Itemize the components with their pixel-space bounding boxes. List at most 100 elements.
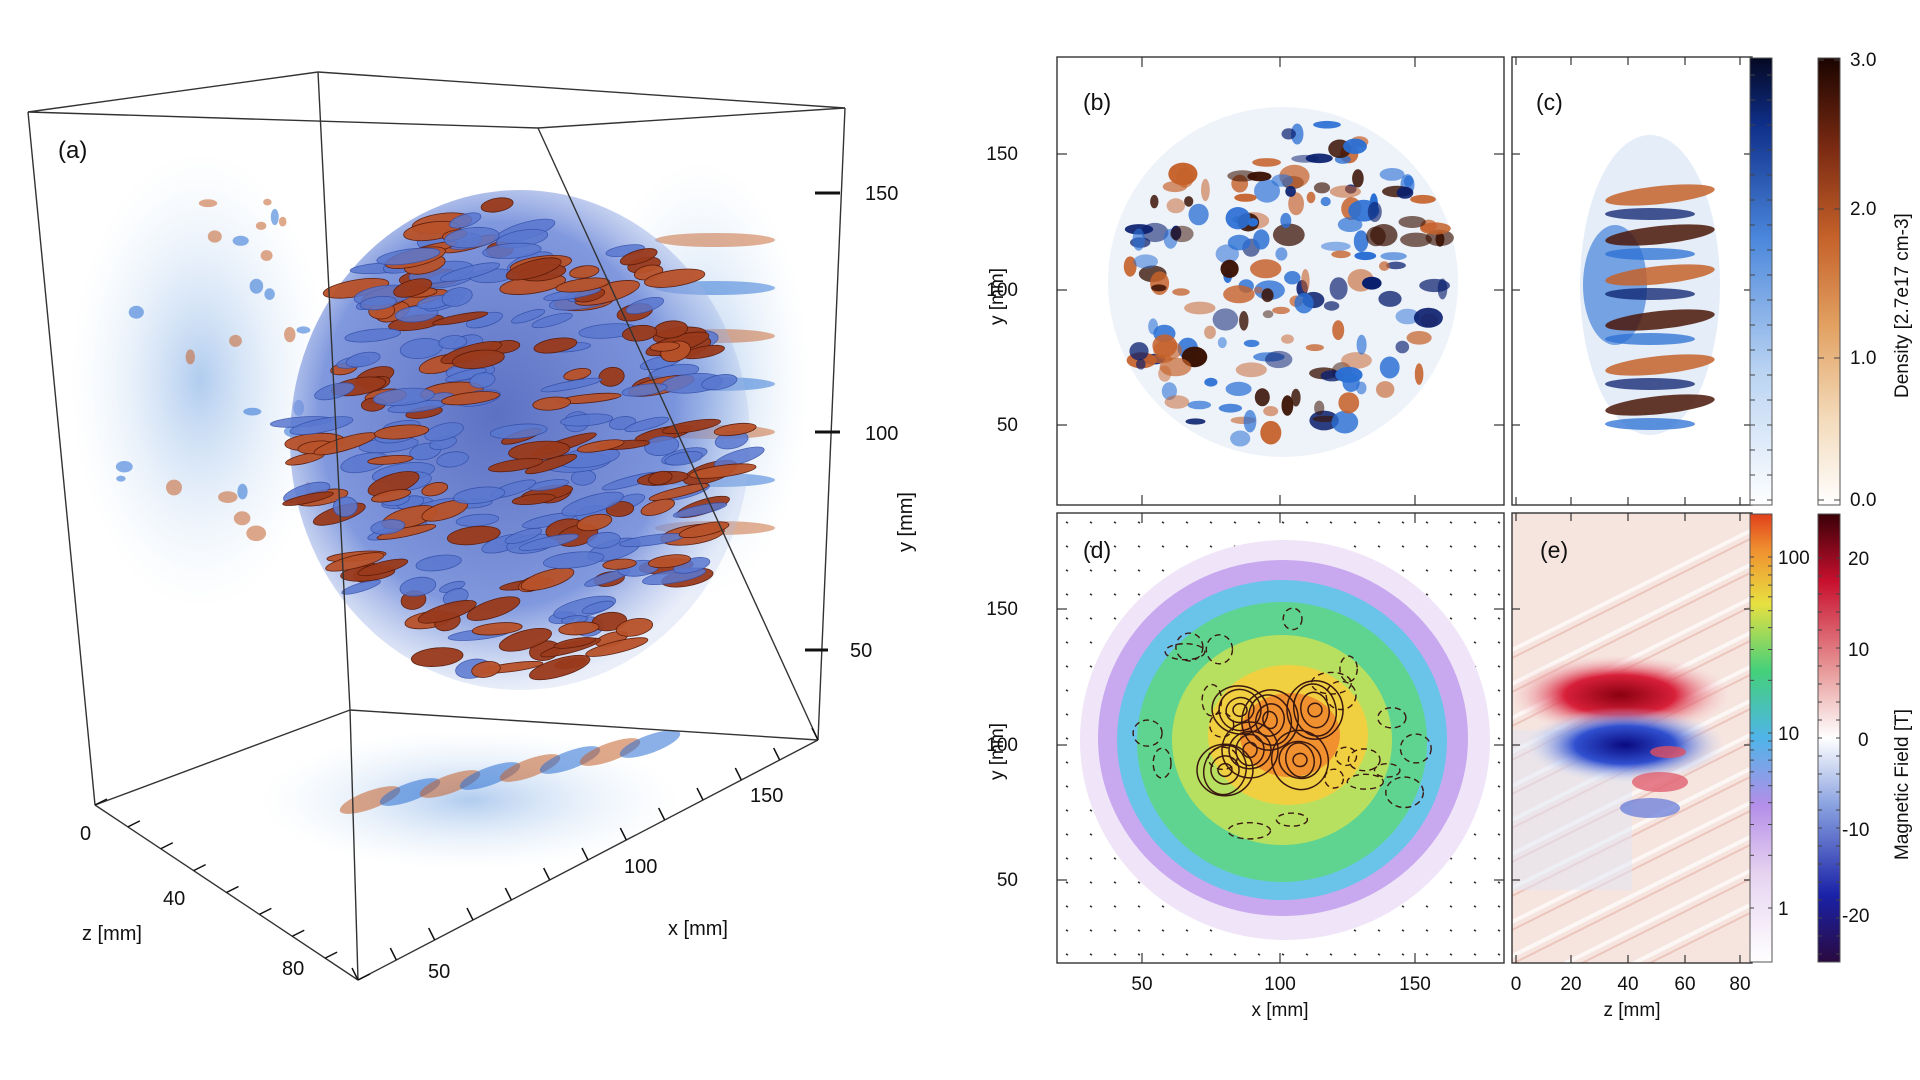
blob-blue [1294, 293, 1314, 314]
colorbar-field-tick-10: 10 [1848, 640, 1869, 661]
vector-arrow [1377, 953, 1381, 956]
contour-solid [1196, 743, 1254, 797]
panel-b-y-axis-label: y [mm] [987, 268, 1008, 325]
vector-arrow [1473, 545, 1477, 548]
panel-e-ray-shade [1579, 877, 1752, 963]
vector-arrow [1113, 569, 1117, 572]
panel-e-x-tick-0: 0 [1511, 974, 1522, 995]
vector-arrow [1161, 929, 1165, 932]
panel-e-ray-shade [1512, 843, 1752, 963]
panel-c-stripe-orange [1605, 184, 1715, 206]
vector-arrow [1473, 857, 1477, 860]
blob-blue [1386, 261, 1406, 270]
blob-blue [1141, 222, 1169, 243]
projection-spot [270, 208, 279, 226]
vector-arrow [1089, 905, 1093, 908]
blob-orange [1170, 225, 1194, 243]
filament-blue [624, 416, 670, 433]
blob-orange [1305, 344, 1324, 352]
panel-a-label: (a) [58, 137, 87, 164]
contour-solid [1270, 729, 1330, 791]
vector-arrow [1089, 953, 1093, 956]
panel-b-y-tick-150: 150 [986, 144, 1018, 165]
vector-arrow [1305, 521, 1309, 524]
blob-orange [1410, 194, 1436, 204]
blob-blue [1217, 337, 1227, 349]
vector-arrow [1233, 521, 1237, 524]
blob-blue [1329, 277, 1348, 300]
vector-arrow [1185, 953, 1189, 956]
panel-a-x-tick-mark [581, 847, 589, 861]
vector-arrow [1065, 713, 1069, 716]
filament-blue [449, 212, 482, 229]
vector-arrow [1497, 761, 1501, 764]
panel-e-ray [1512, 528, 1752, 652]
vector-arrow [1065, 617, 1069, 620]
vector-arrow [1065, 905, 1069, 908]
projection-spot [296, 326, 311, 334]
vector-arrow [1473, 521, 1477, 524]
vector-arrow [1089, 641, 1093, 644]
panel-a-x-tick-mark [542, 867, 551, 881]
blob-orange [1201, 178, 1210, 202]
colorbar-field-label: Magnetic Field [T] [1892, 709, 1913, 860]
vector-arrow [1209, 521, 1213, 524]
filament-blue [436, 451, 469, 468]
vector-arrow [1497, 953, 1501, 956]
vector-arrow [1329, 953, 1333, 956]
projection-spot [246, 525, 267, 542]
vector-arrow [1449, 905, 1453, 908]
vector-arrow [1065, 641, 1069, 644]
filament-brown [325, 552, 385, 572]
filament-brown [649, 341, 680, 352]
vector-arrow [1065, 593, 1069, 596]
filament-brown [602, 558, 637, 570]
filament-brown [432, 311, 489, 326]
panel-d-y-axis-label: y [mm] [987, 723, 1008, 780]
colorbar-field-tick-neg10: -10 [1842, 820, 1869, 841]
panel-a-z-tick-mark [259, 907, 272, 916]
vector-arrow [1113, 521, 1117, 524]
vector-arrow [1497, 617, 1501, 620]
blob-blue [1280, 212, 1292, 229]
blob-blue [1380, 252, 1407, 261]
filament-brown [417, 599, 477, 624]
vector-arrow [1497, 569, 1501, 572]
filament-blue [289, 416, 354, 436]
blob-blue [1331, 410, 1359, 434]
blob-blue [1129, 342, 1149, 361]
panel-c-stripe-blue [1605, 333, 1695, 345]
vector-arrow [1449, 881, 1453, 884]
contour-solid [1278, 740, 1322, 780]
blob-orange [1250, 259, 1282, 279]
vector-arrow [1425, 953, 1429, 956]
vector-arrow [1473, 617, 1477, 620]
filament-blue [625, 296, 665, 315]
vector-arrow [1401, 953, 1405, 956]
blob-orange [1291, 388, 1301, 407]
filament-brown [648, 483, 709, 501]
panel-a-y-ticks [805, 191, 840, 652]
projection-spot [260, 250, 273, 261]
vector-arrow [1497, 905, 1501, 908]
blob-blue [1320, 241, 1351, 251]
vector-arrow [1065, 545, 1069, 548]
contour-dashed [1207, 746, 1238, 771]
filament-brown [520, 567, 575, 591]
panel-e-minor-lobe-1 [1632, 772, 1688, 792]
vector-arrow [1497, 929, 1501, 932]
filament-brown [282, 491, 334, 506]
filament-blue [518, 533, 579, 551]
filament-brown [615, 618, 654, 637]
blob-orange [1176, 167, 1194, 188]
vector-arrow [1425, 929, 1429, 932]
colorbar-log: 100 10 1 [1749, 513, 1810, 963]
panel-a-z-tick-mark [94, 798, 108, 806]
contour-solid [1232, 702, 1248, 718]
blob-blue [1362, 276, 1382, 290]
colorbar-density-gradient [1817, 57, 1841, 506]
panel-d-y-tick-100: 100 [986, 735, 1018, 756]
blob-orange [1306, 191, 1316, 204]
projection-spot [115, 461, 133, 473]
projection-spot [232, 235, 249, 246]
